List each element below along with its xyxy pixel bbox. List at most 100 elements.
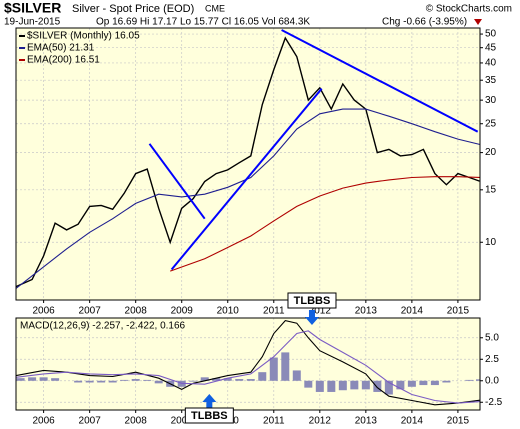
x-tick-label: 2009	[171, 306, 194, 317]
x-tick-label: 2013	[355, 416, 378, 427]
x-tick-label: 2012	[309, 306, 332, 317]
histogram-bar	[212, 378, 221, 381]
histogram-bar	[465, 379, 474, 381]
x-tick-label: 2007	[79, 306, 102, 317]
histogram-bar	[28, 377, 37, 381]
y-tick-label: 40	[485, 58, 497, 69]
histogram-bar	[16, 378, 25, 381]
plot-border	[15, 27, 481, 301]
y-tick-label: 25	[485, 118, 497, 129]
annotation-box	[287, 292, 337, 309]
plot-layer	[16, 318, 480, 410]
histogram-bar	[189, 380, 198, 382]
histogram-bar	[361, 380, 370, 390]
histogram-bar	[338, 380, 347, 391]
change: Chg -0.66 (-3.95%)	[382, 17, 467, 28]
x-tick-label: 2015	[447, 416, 470, 427]
x-tick-label: 2006	[32, 416, 55, 427]
histogram-bar	[258, 372, 267, 381]
histogram-bar	[39, 377, 48, 381]
histogram-bar	[97, 380, 106, 383]
x-tick-label: 2011	[263, 416, 285, 427]
histogram-bar	[350, 380, 359, 390]
quote: Op 16.69 Hi 17.17 Lo 15.77 Cl 16.05 Vol …	[96, 17, 310, 28]
y-tick-label: 0.0	[485, 375, 499, 386]
histogram-bar	[373, 380, 382, 392]
histogram-bar	[281, 352, 290, 381]
annotation: TLBBS	[294, 295, 331, 307]
annotation-arrow	[202, 394, 217, 409]
trend-line	[170, 87, 323, 271]
histogram-bar	[154, 380, 163, 384]
plot-area	[16, 28, 480, 300]
annotation: TLBBS	[191, 410, 228, 422]
y-tick-label: 5.0	[485, 332, 499, 343]
histogram-bar	[85, 380, 94, 383]
panel-title: MACD(12,26,9) -2.257, -2.422, 0.166	[20, 321, 186, 332]
down-arrow	[474, 19, 482, 25]
trend-line	[281, 29, 479, 133]
histogram-bar	[143, 379, 152, 381]
histogram-bar	[384, 380, 393, 395]
subtitle: Silver - Spot Price (EOD)	[72, 3, 194, 15]
plot-layer	[16, 28, 480, 300]
plot-area	[16, 318, 480, 410]
copyright: © StockCharts.com	[426, 4, 512, 15]
series-line	[16, 319, 480, 406]
legend-label: EMA(200) 16.51	[27, 55, 100, 66]
y-tick-label: 2.5	[485, 354, 499, 365]
exchange: CME	[205, 3, 225, 13]
histogram-bar	[304, 380, 313, 388]
date: 19-Jun-2015	[4, 17, 61, 28]
histogram-bar	[476, 379, 480, 381]
x-tick-label: 2008	[125, 306, 148, 317]
histogram-bar	[246, 379, 255, 381]
legend-label: $SILVER (Monthly) 16.05	[27, 31, 140, 42]
histogram-bar	[269, 357, 278, 381]
histogram-bar	[131, 379, 140, 381]
x-tick-label: 2012	[309, 416, 332, 427]
x-tick-label: 2013	[355, 306, 378, 317]
annotation-arrow	[304, 310, 319, 325]
legend-label: EMA(50) 21.31	[27, 43, 95, 54]
histogram-bar	[235, 379, 244, 381]
histogram-bar	[200, 377, 209, 381]
y-tick-label: -2.5	[485, 397, 503, 408]
series-line	[16, 108, 480, 289]
x-tick-label: 2009	[171, 416, 194, 427]
series-line	[170, 176, 480, 272]
histogram-bar	[108, 380, 117, 383]
y-tick-label: 35	[485, 75, 497, 86]
histogram-bar	[292, 370, 301, 381]
histogram-bar	[396, 380, 405, 390]
x-tick-label: 2015	[447, 306, 470, 317]
histogram-bar	[51, 378, 60, 381]
x-tick-label: 2014	[401, 306, 424, 317]
annotation-box	[184, 407, 234, 424]
x-tick-label: 2011	[263, 306, 285, 317]
symbol: $SILVER	[4, 0, 61, 16]
histogram-bar	[74, 380, 83, 383]
histogram-bar	[407, 380, 416, 387]
x-tick-label: 2010	[217, 306, 240, 317]
y-tick-label: 30	[485, 95, 497, 106]
histogram-bar	[419, 380, 428, 386]
x-tick-label: 2007	[79, 416, 102, 427]
histogram-bar	[442, 380, 451, 383]
y-tick-label: 50	[485, 29, 497, 40]
y-tick-label: 45	[485, 42, 497, 53]
x-tick-label: 2014	[401, 416, 424, 427]
histogram-bar	[430, 380, 439, 386]
y-tick-label: 20	[485, 147, 497, 158]
histogram-bar	[315, 380, 324, 392]
histogram-bar	[327, 380, 336, 392]
trend-line	[148, 143, 206, 220]
histogram-bar	[223, 378, 232, 381]
plot-border	[15, 317, 481, 411]
y-tick-label: 10	[485, 237, 497, 248]
y-tick-label: 15	[485, 184, 497, 195]
histogram-bar	[120, 379, 129, 381]
x-tick-label: 2008	[125, 416, 148, 427]
series-line	[16, 36, 480, 288]
